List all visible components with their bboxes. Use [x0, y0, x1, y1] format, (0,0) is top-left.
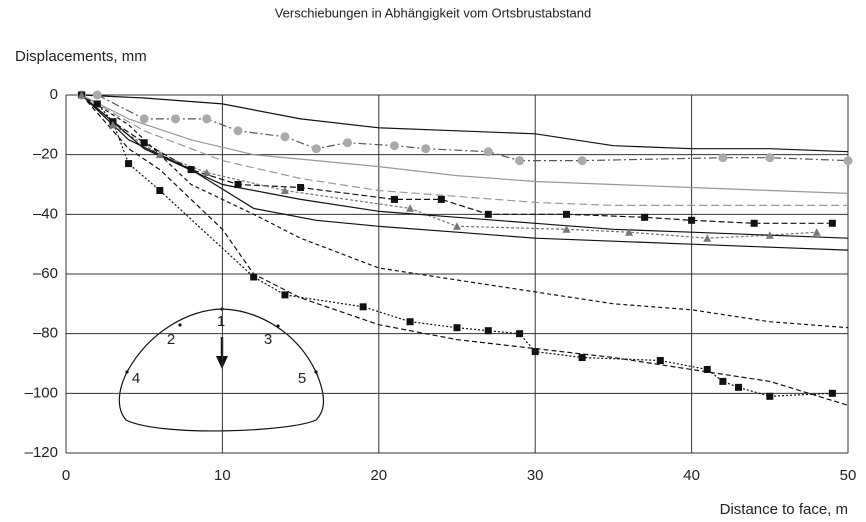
data-line: [81, 94, 849, 329]
circle-marker: [483, 147, 493, 157]
y-axis-label: Displacements, mm: [15, 48, 147, 65]
circle-marker: [577, 156, 587, 166]
square-marker: [187, 166, 195, 174]
square-marker: [390, 195, 398, 203]
triangle-marker: [280, 186, 289, 194]
square-marker: [828, 389, 836, 397]
data-line: [81, 94, 848, 206]
square-marker: [719, 377, 727, 385]
circle-marker: [843, 156, 853, 166]
data-line: [81, 94, 817, 239]
x-tick-label: 30: [527, 467, 544, 484]
square-marker: [359, 303, 367, 311]
x-tick-label: 0: [62, 467, 70, 484]
square-marker: [250, 273, 258, 281]
circle-marker: [233, 126, 243, 136]
circle-marker: [92, 90, 102, 100]
square-marker: [703, 365, 711, 373]
x-tick-label: 20: [370, 467, 387, 484]
square-marker: [531, 348, 539, 356]
x-axis-label: Distance to face, m: [720, 501, 848, 518]
x-tick-label: 10: [214, 467, 231, 484]
data-line: [81, 94, 849, 153]
data-line: [81, 94, 849, 239]
y-tick-label: –60: [33, 265, 58, 282]
annotation: 4: [132, 370, 140, 387]
square-marker: [125, 160, 133, 168]
data-line: [81, 94, 833, 224]
annotation: 3: [264, 331, 272, 348]
annotation: 2: [167, 331, 175, 348]
square-marker: [828, 219, 836, 227]
triangle-marker: [562, 225, 571, 233]
annotation: 1: [217, 313, 225, 330]
circle-marker: [280, 132, 290, 142]
square-marker: [297, 183, 305, 191]
square-marker: [453, 324, 461, 332]
circle-marker: [421, 144, 431, 154]
square-marker: [234, 181, 242, 188]
y-tick-label: –100: [25, 384, 58, 401]
circle-marker: [515, 156, 525, 166]
square-marker: [281, 291, 289, 299]
square-marker: [688, 216, 696, 224]
square-marker: [766, 392, 774, 400]
triangle-marker: [406, 204, 415, 212]
circle-marker: [202, 114, 212, 124]
data-line: [81, 94, 833, 397]
square-marker: [578, 354, 586, 362]
circle-marker: [718, 153, 728, 163]
y-tick-label: 0: [50, 86, 58, 103]
circle-marker: [170, 114, 180, 124]
x-tick-label: 40: [683, 467, 700, 484]
square-marker: [656, 357, 664, 365]
triangle-marker: [765, 231, 774, 239]
triangle-marker: [155, 150, 164, 159]
triangle-marker: [625, 228, 634, 236]
y-tick-label: –80: [33, 325, 58, 342]
square-marker: [93, 100, 101, 108]
y-tick-label: –20: [33, 146, 58, 163]
data-line: [81, 94, 849, 162]
square-marker: [562, 210, 570, 218]
x-tick-label: 50: [840, 467, 857, 484]
data-line: [81, 94, 849, 194]
triangle-marker: [202, 168, 211, 177]
square-marker: [641, 213, 649, 221]
triangle-marker: [453, 222, 461, 230]
circle-marker: [389, 141, 399, 151]
data-line: [81, 94, 849, 251]
triangle-marker: [812, 228, 821, 236]
annotation: 5: [298, 370, 306, 387]
triangle-marker: [77, 91, 86, 99]
square-marker: [406, 318, 414, 326]
circle-marker: [343, 138, 353, 148]
triangle-marker: [108, 120, 117, 129]
square-marker: [484, 327, 492, 335]
chart-title: Verschiebungen in Abhängigkeit vom Ortsb…: [275, 5, 592, 20]
circle-marker: [139, 114, 149, 124]
square-marker: [156, 186, 164, 194]
circle-marker: [311, 144, 321, 154]
square-marker: [484, 210, 492, 218]
data-line: [81, 94, 849, 406]
square-marker: [437, 195, 445, 203]
square-marker: [750, 219, 758, 227]
circle-marker: [765, 153, 775, 163]
square-marker: [516, 330, 524, 338]
triangle-marker: [703, 234, 712, 242]
square-marker: [735, 383, 743, 391]
square-marker: [140, 139, 148, 147]
y-tick-label: –40: [33, 205, 58, 222]
y-tick-label: –120: [25, 444, 58, 461]
